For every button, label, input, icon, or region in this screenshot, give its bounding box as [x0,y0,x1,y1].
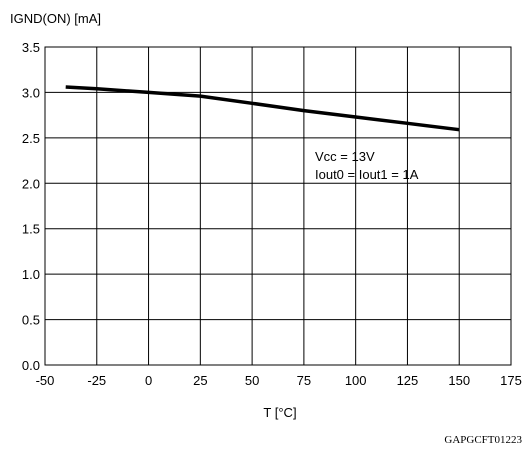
annotation-line-1: Vcc = 13V [315,149,375,164]
x-tick-label: -25 [87,373,106,388]
x-tick-label: 175 [500,373,522,388]
series-line [65,85,460,132]
grid [45,47,511,365]
y-tick-label: 2.0 [22,176,40,191]
series [65,85,460,132]
tick-labels: -50 -25 0 25 50 75 100 125 150 175 0.0 0.5 1.0 1.5 2.0… [22,40,522,388]
figure-reference: GAPGCFT01223 [444,434,522,446]
y-tick-label: 3.0 [22,85,40,100]
x-tick-label: -50 [36,373,55,388]
x-tick-label: 0 [145,373,152,388]
y-tick-label: 0.0 [22,358,40,373]
y-tick-label: 1.5 [22,222,40,237]
plot-frame [44,46,512,366]
y-tick-label: 0.5 [22,313,40,328]
x-axis-label: T [°C] [263,405,296,420]
x-tick-label: 150 [448,373,470,388]
x-tick-label: 125 [397,373,419,388]
y-tick-label: 2.5 [22,131,40,146]
x-tick-label: 100 [345,373,367,388]
y-tick-label: 3.5 [22,40,40,55]
x-tick-label: 50 [245,373,259,388]
x-tick-label: 75 [297,373,311,388]
y-tick-label: 1.0 [22,267,40,282]
annotation-line-2: Iout0 = Iout1 = 1A [315,167,419,182]
x-tick-label: 25 [193,373,207,388]
y-axis-label: IGND(ON) [mA] [10,11,101,26]
